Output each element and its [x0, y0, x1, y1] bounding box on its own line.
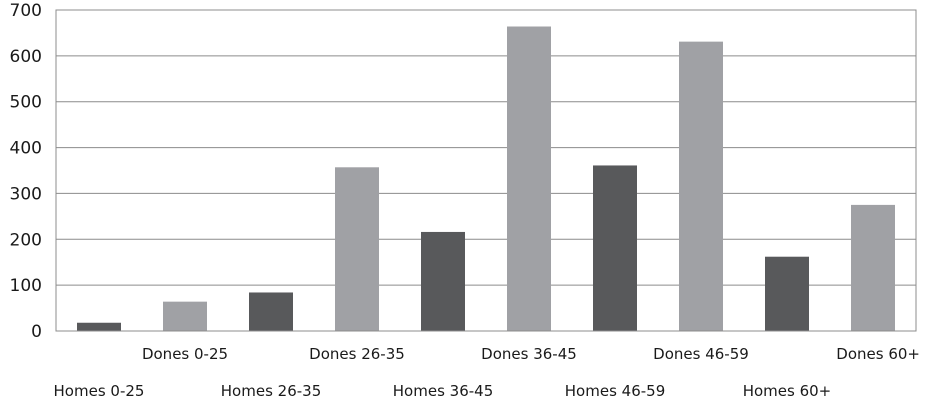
bar-dones-46-59 — [679, 41, 723, 332]
x-tick-label: Dones 36-45 — [481, 345, 577, 363]
bar-homes-46-59 — [593, 165, 637, 331]
y-tick-label: 700 — [10, 1, 42, 21]
y-axis-ticks: 0 100 200 300 400 500 600 700 — [10, 1, 42, 342]
x-tick-label: Homes 60+ — [743, 382, 832, 400]
y-tick-label: 300 — [10, 184, 42, 204]
y-tick-label: 200 — [10, 230, 42, 250]
x-tick-label: Homes 26-35 — [221, 382, 321, 400]
y-tick-label: 500 — [10, 93, 42, 113]
y-tick-label: 600 — [10, 47, 42, 67]
bar-homes-0-25 — [77, 322, 121, 331]
bar-dones-0-25 — [163, 301, 207, 331]
bar-homes-60- — [765, 256, 809, 331]
gridlines — [56, 9, 916, 332]
x-tick-label: Dones 26-35 — [309, 345, 405, 363]
bar-homes-26-35 — [249, 292, 293, 331]
x-tick-label: Dones 60+ — [836, 345, 920, 363]
y-tick-label: 100 — [10, 276, 42, 296]
bar-dones-36-45 — [507, 26, 551, 331]
bar-homes-36-45 — [421, 231, 465, 331]
x-tick-label: Dones 46-59 — [653, 345, 749, 363]
x-tick-label: Homes 0-25 — [54, 382, 145, 400]
plot-frame — [55, 9, 917, 332]
x-tick-label: Dones 0-25 — [142, 345, 228, 363]
y-tick-label: 0 — [31, 322, 42, 342]
x-tick-label: Homes 46-59 — [565, 382, 665, 400]
x-axis-ticks: Homes 0-25 Dones 0-25 Homes 26-35 Dones 26-… — [54, 345, 920, 400]
x-tick-label: Homes 36-45 — [393, 382, 493, 400]
y-tick-label: 400 — [10, 139, 42, 159]
bar-dones-60- — [851, 204, 895, 331]
bar-dones-26-35 — [335, 167, 379, 331]
bars — [77, 26, 895, 332]
